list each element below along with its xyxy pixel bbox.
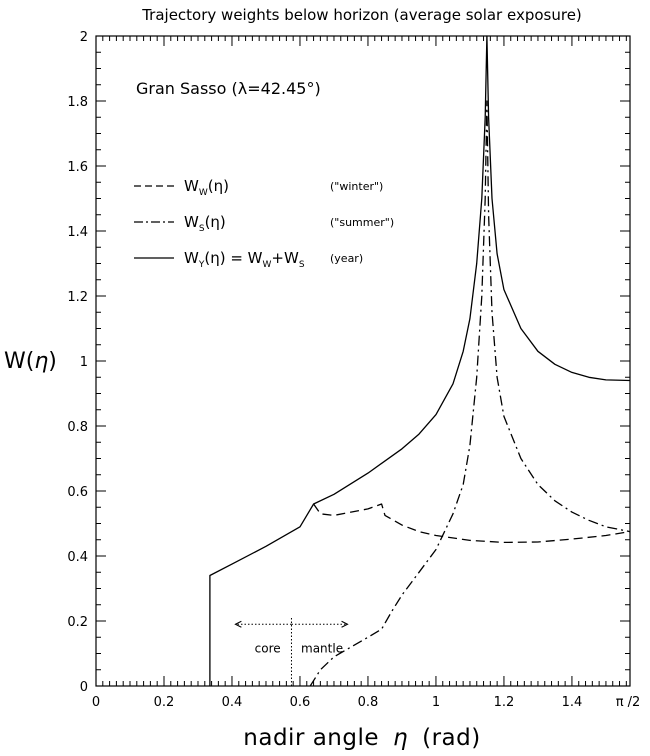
legend-year-main: W	[184, 249, 199, 267]
y-tick-label: 0.2	[67, 615, 88, 630]
y-tick-label: 1.8	[67, 95, 88, 110]
x-axis-label-text: nadir angle	[243, 725, 379, 751]
chart-title: Trajectory weights below horizon (averag…	[141, 6, 582, 24]
legend-year-sub: Y	[198, 260, 205, 270]
x-tick-label: 0.2	[154, 695, 175, 710]
y-axis-label: W(η)	[4, 349, 57, 374]
legend-winter-sub: W	[199, 188, 208, 198]
y-tick-label: 1	[80, 355, 88, 370]
legend-note-year: (year)	[330, 252, 363, 265]
legend-year-mid: +W	[271, 249, 299, 267]
legend-label-year: WY(η) = WW+WS	[184, 249, 305, 270]
x-axis-label-symbol: η	[393, 725, 408, 751]
x-axis-label: nadir angle η (rad)	[243, 725, 480, 751]
y-tick-label: 1.2	[67, 290, 88, 305]
core-arrow-head	[234, 620, 242, 628]
series-line-year	[209, 35, 631, 686]
x-axis-label-unit: (rad)	[422, 725, 481, 751]
x-axis-ticks: 0 0.2 0.4 0.6 0.8 1 1.2 1.4 π /2	[92, 36, 640, 710]
y-tick-label: 1.6	[67, 160, 88, 175]
legend-label-summer: WS(η)	[184, 213, 226, 234]
legend-year-arg: (η) = W	[204, 249, 262, 267]
legend-year-sub3: S	[299, 260, 305, 270]
y-axis-label-pre: W(	[4, 349, 34, 374]
x-tick-label: 0.6	[290, 695, 311, 710]
core-label: core	[255, 642, 281, 656]
x-tick-label: 1.2	[494, 695, 515, 710]
legend-summer-arg: (η)	[205, 213, 226, 231]
x-tick-label: 0.8	[358, 695, 379, 710]
legend: WW(η) ("winter") WS(η) ("summer") WY(η) …	[134, 177, 394, 270]
x-tick-label: 1	[432, 695, 440, 710]
x-tick-label: 1.4	[562, 695, 583, 710]
legend-winter-arg: (η)	[208, 177, 229, 195]
location-annotation: Gran Sasso (λ=42.45°)	[136, 79, 321, 98]
x-tick-label: 0.4	[222, 695, 243, 710]
legend-winter-main: W	[184, 177, 199, 195]
y-tick-label: 2	[80, 30, 88, 45]
x-tick-label: π /2	[616, 695, 641, 710]
y-axis-ticks: 0 0.2 0.4 0.6 0.8 1 1.2 1.4 1.6 1.8 2	[67, 30, 630, 695]
y-tick-label: 0.8	[67, 420, 88, 435]
y-tick-label: 1.4	[67, 225, 88, 240]
x-tick-label: 0	[92, 695, 100, 710]
legend-note-winter: ("winter")	[330, 180, 383, 193]
series-layer	[209, 35, 631, 687]
y-tick-label: 0.4	[67, 550, 88, 565]
mantle-arrow-head	[341, 620, 349, 628]
y-tick-label: 0.6	[67, 485, 88, 500]
legend-year-sub2: W	[263, 260, 272, 270]
y-tick-label: 0	[80, 680, 88, 695]
legend-summer-sub: S	[199, 224, 205, 234]
legend-summer-main: W	[184, 213, 199, 231]
legend-label-winter: WW(η)	[184, 177, 229, 198]
series-line-summer	[309, 100, 631, 687]
core-mantle-marker: core mantle	[234, 617, 349, 686]
y-axis-label-symbol: η	[34, 349, 48, 374]
series-line-winter	[313, 503, 631, 544]
mantle-label: mantle	[301, 642, 343, 656]
y-axis-label-post: )	[48, 349, 57, 374]
legend-note-summer: ("summer")	[330, 216, 394, 229]
